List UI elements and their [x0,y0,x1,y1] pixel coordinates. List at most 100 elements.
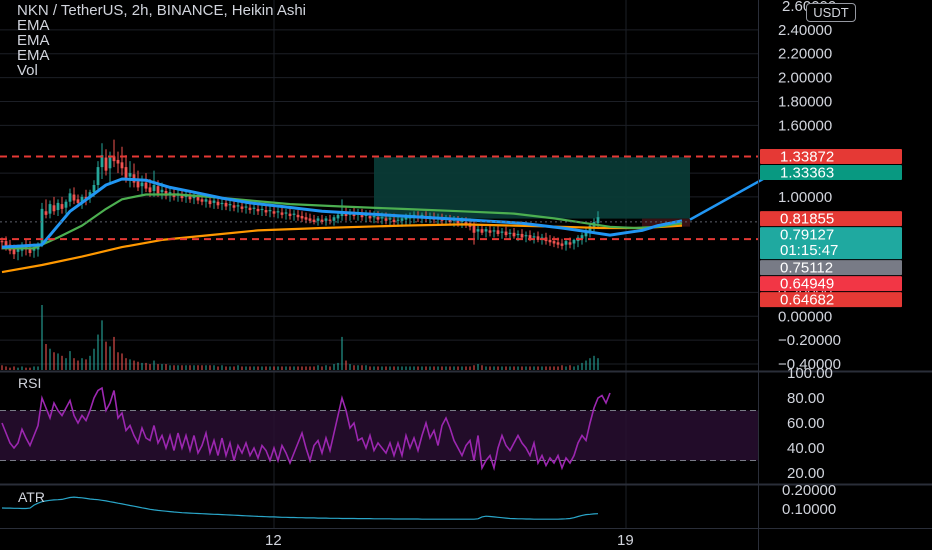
volume-bar [381,366,383,370]
candle-body [248,207,252,211]
candle-body [128,173,132,177]
volume-bar [577,365,579,370]
price-tick: 1.80000 [778,93,832,110]
candle-body [320,219,324,222]
volume-bar [309,366,311,370]
volume-bar [353,365,355,370]
candle-body [72,194,76,201]
candle-body [352,213,356,217]
volume-bar [425,366,427,370]
volume-bar [585,360,587,370]
volume-bar [193,365,195,370]
volume-bar [589,358,591,370]
volume-bar [69,351,71,370]
candle-body [236,205,240,207]
candle-body [216,201,220,206]
price-tick: 1.60000 [778,117,832,134]
volume-bar [129,359,131,370]
candle-body [292,213,296,215]
candle-body [260,208,264,211]
rsi-line [1,386,611,472]
candle-body [564,241,568,245]
volume-bar [505,366,507,370]
volume-bar [453,366,455,370]
volume-bar [533,366,535,370]
volume-bar [457,366,459,370]
volume-bar [349,364,351,370]
volume-bar [17,367,19,370]
candle-body [120,162,124,169]
price-label-text: 0.75112 [780,260,833,277]
volume-bar [529,366,531,370]
candle-body [548,239,552,243]
volume-bar [137,361,139,370]
candle-body [148,187,152,193]
volume-bar [1,365,3,370]
candle-body [396,219,400,221]
volume-bar [189,365,191,370]
candle-body [104,157,108,171]
volume-bar [197,365,199,370]
currency-unit-button[interactable]: USDT [806,3,856,22]
indicator-ema-1[interactable]: EMA [17,17,50,34]
price-label-tag [760,227,902,260]
volume-bar [185,365,187,370]
candle-body [204,199,208,202]
candle-body [400,218,404,221]
candle-body [508,232,512,234]
volume-bar [253,366,255,370]
candle-body [228,204,232,206]
candle-body [276,211,280,213]
time-axis[interactable]: 12 19 [265,532,634,549]
price-label-text: 1.33363 [780,165,834,182]
price-label-tag [760,165,902,181]
candle-body [488,230,492,233]
price-label-tag [760,211,902,227]
rsi-pane [0,386,758,472]
candle-body [484,229,488,232]
candle-body [364,214,368,217]
candle-body [456,220,460,224]
candle-body [64,201,68,208]
candle-body [316,218,320,221]
candle-body [324,218,328,221]
volume-bar [81,358,83,370]
candle-body [596,217,600,224]
candle-body [224,202,228,207]
candle-body [300,216,304,219]
candle-body [140,182,144,187]
price-label-text: 0.79127 [780,227,834,244]
volume-bar [233,366,235,370]
volume-bar [561,365,563,370]
indicator-ema-2[interactable]: EMA [17,32,50,49]
volume-bar [265,366,267,370]
rsi-band [0,410,758,461]
volume-bar [293,366,295,370]
candle-body [284,212,288,214]
volume-bar [405,366,407,370]
candle-body [40,208,44,245]
indicator-ema-3[interactable]: EMA [17,47,50,64]
position-zones [374,157,690,227]
volume-bar [289,366,291,370]
candle-body [80,196,84,202]
volume-bar [397,366,399,370]
candle-body [372,216,376,218]
rsi-pane-label[interactable]: RSI [18,375,42,391]
candle-body [512,232,516,237]
candle-body [560,243,564,246]
volume-bar [213,365,215,370]
volume-bar [149,364,151,370]
volume-bar [53,352,55,370]
rsi-tick: 20.00 [787,465,825,482]
volume-bar [325,365,327,370]
symbol-title[interactable]: NKN / TetherUS, 2h, BINANCE, Heikin Ashi [17,2,306,19]
volume-bar [145,362,147,370]
indicator-vol[interactable]: Vol [17,62,38,79]
volume-bar [429,366,431,370]
volume-bar [377,366,379,370]
atr-pane-label[interactable]: ATR [18,489,45,505]
candle-body [472,225,476,233]
